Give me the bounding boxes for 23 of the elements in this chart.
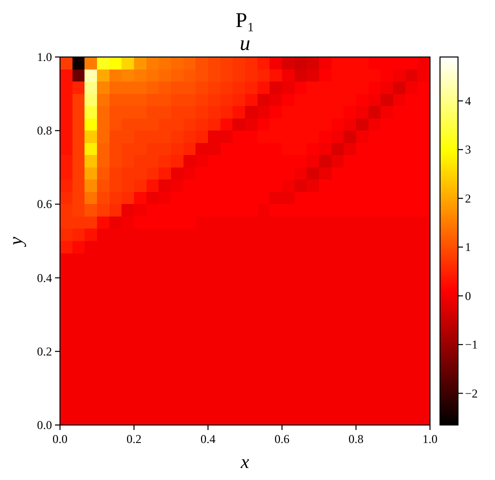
y-tick-label: 0.6 (37, 197, 52, 212)
chart-title: P₁ (235, 8, 255, 32)
x-tick-label: 0.4 (200, 432, 216, 446)
color-bar-label: 3 (465, 142, 471, 157)
color-bar-label: 4 (465, 94, 471, 108)
color-bar-label: −1 (465, 338, 478, 352)
y-axis-title: y (6, 236, 27, 248)
color-bar-label: 1 (465, 240, 471, 254)
y-tick-label: 0.0 (37, 418, 52, 432)
x-tick-label: 0.0 (52, 432, 68, 446)
y-tick-label: 0.8 (37, 124, 52, 138)
x-tick-label: 1.0 (422, 432, 438, 446)
color-bar-label: 2 (465, 191, 471, 206)
x-tick-label: 0.6 (274, 432, 290, 446)
color-bar-label: 0 (465, 288, 471, 303)
chart-subtitle: u (240, 31, 250, 55)
y-tick-label: 0.4 (37, 270, 52, 285)
y-tick-label: 1.0 (37, 50, 52, 64)
color-bar-label: −2 (465, 386, 478, 400)
x-tick-label: 0.8 (348, 432, 364, 446)
y-tick-label: 0.2 (37, 344, 52, 358)
x-axis-title: x (240, 452, 250, 473)
x-tick-label: 0.2 (126, 432, 142, 446)
